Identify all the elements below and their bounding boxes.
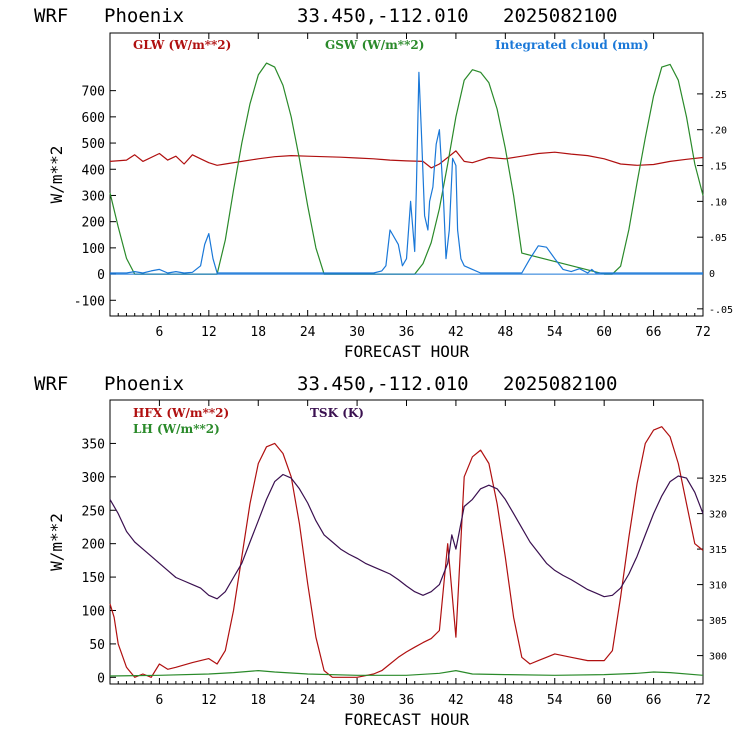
- panel2-y-tick-label: 150: [82, 571, 105, 586]
- panel1-x-tick-label: 30: [349, 325, 365, 340]
- panel2-x-tick-label: 72: [695, 693, 711, 708]
- panel2-x-tick-label: 54: [547, 693, 563, 708]
- panel1-y2-tick-label: .20: [709, 126, 727, 137]
- panel2-x-axis-label: FORECAST HOUR: [344, 710, 470, 729]
- panel1-x-tick-label: 18: [250, 325, 266, 340]
- panel2-x-tick-label: 66: [646, 693, 662, 708]
- panel1-y-tick-label: 200: [82, 216, 105, 231]
- panel1-legend-glw: GLW (W/m**2): [133, 38, 231, 52]
- panel1-y-axis-label: W/m**2: [47, 146, 66, 204]
- panel2-y2-tick-label: 305: [709, 616, 727, 627]
- panel2-legend-tsk: TSK (K): [310, 406, 364, 420]
- panel1-header-init: 2025082100: [503, 5, 617, 27]
- panel1-legend-gsw: GSW (W/m**2): [325, 38, 424, 52]
- panel2-x-tick-label: 48: [498, 693, 514, 708]
- panel2-y2-tick-label: 300: [709, 652, 727, 663]
- panel1-y2-tick-label: -.05: [709, 305, 733, 316]
- panel2-x-tick-label: 30: [349, 693, 365, 708]
- panel1-y2-tick-label: .15: [709, 162, 727, 173]
- panel2-series-lh-line: [109, 669, 704, 677]
- panel2-y2-tick-label: 315: [709, 545, 727, 556]
- panel2-y2-tick-label: 320: [709, 510, 727, 521]
- panel2-x-tick-label: 36: [399, 693, 415, 708]
- panel1-x-tick-label: 36: [399, 325, 415, 340]
- panel1-x-tick-label: 24: [300, 325, 316, 340]
- panel2-y-tick-label: 50: [89, 638, 105, 653]
- panel1-y-tick-label: 700: [82, 85, 105, 100]
- panel1-x-tick-label: 48: [498, 325, 514, 340]
- panel2-x-tick-label: 6: [156, 693, 164, 708]
- panel1-series-glw-line: [109, 150, 704, 169]
- panel2-y-axis-label: W/m**2: [47, 513, 66, 571]
- panel1-x-tick-label: 12: [201, 325, 217, 340]
- panel1-y2-tick-label: .25: [709, 90, 727, 101]
- panel1-y-tick-label: 500: [82, 137, 105, 152]
- panel1-y-tick-label: 400: [82, 163, 105, 178]
- panel2-legend-lh: LH (W/m**2): [133, 422, 220, 436]
- panel2-series-tsk-line: [109, 473, 704, 600]
- panel1-header-model: WRF: [34, 5, 68, 27]
- panel2-header-init: 2025082100: [503, 373, 617, 395]
- panel2-y-tick-label: 200: [82, 538, 105, 553]
- panel1-y-tick-label: -100: [74, 294, 105, 309]
- panel1-x-tick-label: 72: [695, 325, 711, 340]
- panel2-header-location: Phoenix: [104, 373, 184, 395]
- panel1-y-tick-label: 600: [82, 111, 105, 126]
- panel2-y2-tick-label: 325: [709, 474, 727, 485]
- panel1-y-tick-label: 300: [82, 189, 105, 204]
- panel1-x-tick-label: 60: [596, 325, 612, 340]
- panel1-series-integrated-line: [110, 71, 703, 274]
- panel1-x-tick-label: 6: [156, 325, 164, 340]
- panel2-y-tick-label: 0: [97, 671, 105, 686]
- panel1-y2-tick-label: .10: [709, 197, 727, 208]
- panel2-x-tick-label: 18: [250, 693, 266, 708]
- panel2-x-tick-label: 42: [448, 693, 464, 708]
- panel1-y-tick-label: 0: [97, 268, 105, 283]
- panel2-y-tick-label: 300: [82, 471, 105, 486]
- panel2-y2-tick-label: 310: [709, 581, 727, 592]
- panel1-y2-tick-label: 0: [709, 269, 715, 280]
- panel1-x-tick-label: 54: [547, 325, 563, 340]
- panel2-series-hfx-line: [109, 426, 704, 678]
- panel2-x-tick-label: 24: [300, 693, 316, 708]
- panel1-header-coords: 33.450,-112.010: [297, 5, 469, 27]
- panel1-y-tick-label: 100: [82, 242, 105, 257]
- panel1-y2-tick-label: .05: [709, 233, 727, 244]
- panel1-x-tick-label: 66: [646, 325, 662, 340]
- panel2-y-tick-label: 100: [82, 604, 105, 619]
- panel1-series-gsw-line: [109, 62, 704, 275]
- panel1-header-location: Phoenix: [104, 5, 184, 27]
- panel2-x-tick-label: 12: [201, 693, 217, 708]
- panel2-y-tick-label: 250: [82, 504, 105, 519]
- panel2-header-coords: 33.450,-112.010: [297, 373, 469, 395]
- panel2-legend-hfx: HFX (W/m**2): [133, 406, 229, 420]
- panel1-x-axis-label: FORECAST HOUR: [344, 342, 470, 361]
- panel1-x-tick-label: 42: [448, 325, 464, 340]
- panel2-x-tick-label: 60: [596, 693, 612, 708]
- panel1-legend-integrated: Integrated cloud (mm): [495, 38, 649, 52]
- panel2-y-tick-label: 350: [82, 437, 105, 452]
- panel2-header-model: WRF: [34, 373, 68, 395]
